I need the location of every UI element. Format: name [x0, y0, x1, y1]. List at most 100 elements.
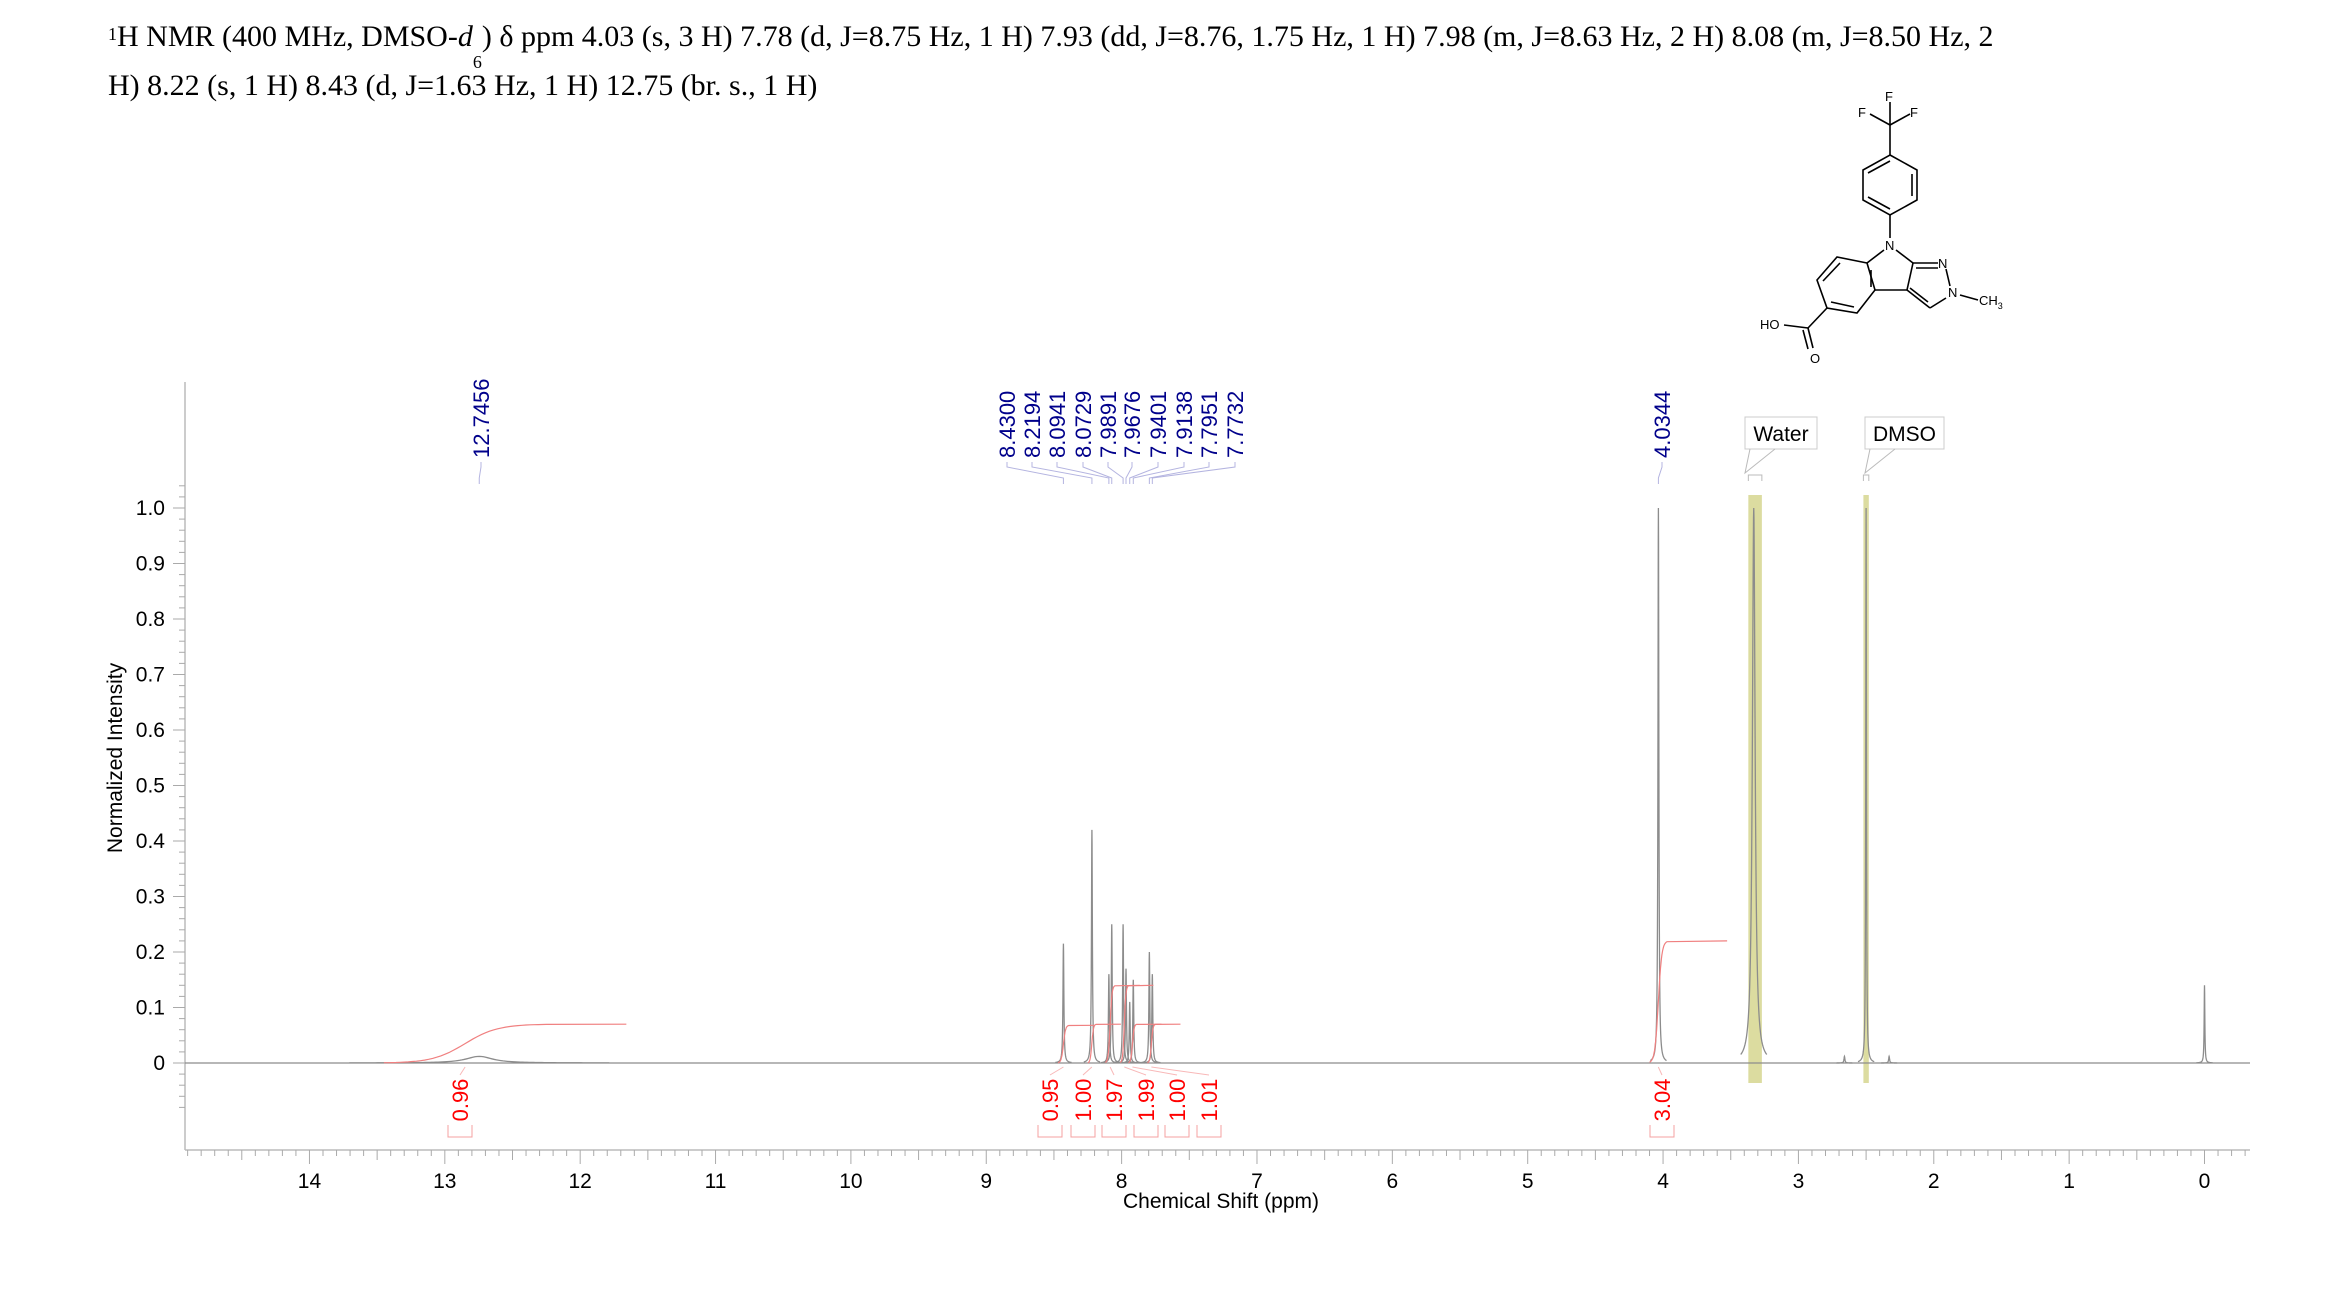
x-tick-label: 2 — [1928, 1170, 1940, 1193]
y-tick-label: 1.0 — [136, 497, 165, 520]
integral-value: 3.04 — [1650, 1079, 1675, 1122]
y-tick-label: 0.8 — [136, 608, 165, 631]
molecule-structure: F F F N N N CH3 HO O — [1760, 89, 2003, 366]
spectrum-peak — [1114, 924, 1132, 1064]
spectrum-peak — [1100, 974, 1118, 1064]
integral-bracket — [1070, 1125, 1096, 1138]
header-line-1: 1H NMR (400 MHz, DMSO-d6) δ ppm 4.03 (s,… — [108, 12, 2308, 72]
y-tick-label: 0.6 — [136, 719, 165, 742]
peak-label-leader — [1006, 462, 1064, 484]
integral-bracket — [1164, 1125, 1190, 1138]
peak-label: 7.9891 — [1096, 391, 1121, 458]
peak-label-leader — [1107, 462, 1124, 484]
integral-bracket — [1133, 1125, 1159, 1138]
spectrum-peak — [1857, 507, 1875, 1063]
spectrum-peak — [1740, 507, 1768, 1055]
peak-label: 7.9138 — [1172, 391, 1197, 458]
peak-label: 8.0941 — [1045, 391, 1070, 458]
integral-bracket — [1101, 1125, 1127, 1138]
atom-oh: HO — [1760, 317, 1780, 332]
spectrum-peak — [1141, 951, 1158, 1064]
x-tick-label: 8 — [1116, 1170, 1128, 1193]
peak-label-leader — [1148, 462, 1210, 484]
header-text-b: ) δ ppm 4.03 (s, 3 H) 7.78 (d, J=8.75 Hz… — [481, 20, 1994, 53]
peak-label-leader — [1031, 462, 1093, 484]
spectrum-peak — [1083, 829, 1101, 1063]
x-axis-label: Chemical Shift (ppm) — [1123, 1190, 1319, 1213]
peak-label: 7.7951 — [1197, 391, 1222, 458]
x-tick-label: 1 — [2063, 1170, 2075, 1193]
integral-curve — [1119, 984, 1154, 1063]
solvent-band-water — [1748, 495, 1762, 1083]
solvent-label-dmso: DMSO — [1873, 423, 1936, 446]
peak-label-leader — [1151, 462, 1236, 484]
integral-leader — [1151, 1066, 1210, 1076]
peak-label-leader — [1129, 462, 1159, 484]
spectrum-peak — [1125, 979, 1142, 1064]
x-tick-label: 7 — [1251, 1170, 1263, 1193]
atom-o: O — [1810, 351, 1820, 366]
peak-label: 7.9676 — [1120, 391, 1145, 458]
solvent-d: d — [457, 20, 473, 53]
integral-curve — [1058, 1024, 1094, 1064]
integral-value: 1.00 — [1165, 1079, 1190, 1122]
x-tick-label: 11 — [705, 1170, 727, 1193]
integral-leader — [1082, 1066, 1093, 1076]
y-tick-label: 0.2 — [136, 941, 165, 964]
y-tick-label: 0.1 — [136, 997, 165, 1020]
atom-n: N — [1938, 256, 1947, 271]
integral-curve — [1147, 1023, 1181, 1064]
solvent-label-box — [1864, 416, 1945, 450]
peak-label-leader — [1125, 462, 1133, 484]
x-tick-label: 0 — [2199, 1170, 2211, 1193]
integral-curve — [383, 1023, 627, 1064]
nmr-header: 1H NMR (400 MHz, DMSO-d6) δ ppm 4.03 (s,… — [108, 12, 2308, 108]
integral-value: 1.00 — [1071, 1079, 1096, 1122]
integral-leader — [1109, 1066, 1115, 1076]
solvent-label-water: Water — [1753, 423, 1808, 446]
spectrum-peak — [1117, 968, 1135, 1064]
integral-value: 0.95 — [1038, 1079, 1063, 1122]
atom-f: F — [1910, 105, 1918, 120]
peak-label-leader — [1082, 462, 1113, 484]
spectrum-peak — [1649, 507, 1667, 1062]
nucleus-superscript: 1 — [108, 24, 117, 44]
integral-leader — [1124, 1066, 1147, 1076]
integral-curve — [1104, 984, 1140, 1063]
peak-label: 12.7456 — [469, 378, 494, 458]
peak-label: 8.4300 — [995, 391, 1020, 458]
integral-value: 0.96 — [448, 1079, 473, 1122]
x-tick-label: 5 — [1522, 1170, 1534, 1193]
atom-f: F — [1858, 105, 1866, 120]
x-tick-label: 9 — [980, 1170, 992, 1193]
y-tick-label: 0.5 — [136, 775, 165, 798]
spectrum-peak — [2196, 985, 2213, 1064]
peak-label-leader — [1657, 462, 1663, 484]
integral-curve — [1087, 1023, 1121, 1064]
atom-n: N — [1948, 285, 1957, 300]
x-tick-label: 4 — [1657, 1170, 1669, 1193]
y-tick-label: 0.4 — [136, 830, 166, 853]
spectrum-peak — [1121, 1001, 1138, 1064]
atom-f: F — [1885, 89, 1893, 104]
x-tick-label: 14 — [298, 1170, 322, 1193]
integral-leader — [1049, 1066, 1064, 1076]
integral-bracket — [1196, 1125, 1222, 1138]
spectrum-peak — [1836, 1054, 1853, 1064]
solvent-label-leader — [1744, 448, 1776, 481]
y-tick-label: 0.7 — [136, 664, 165, 687]
peak-label-leader — [1056, 462, 1110, 484]
peak-label-leader — [478, 462, 482, 484]
header-text-a: H NMR (400 MHz, DMSO- — [117, 20, 458, 53]
peak-label-leader — [1132, 462, 1185, 484]
peak-label: 7.7732 — [1223, 391, 1248, 458]
integral-leader — [459, 1066, 466, 1076]
y-tick-label: 0.9 — [136, 553, 165, 576]
y-tick-label: 0.3 — [136, 886, 165, 909]
x-tick-label: 12 — [569, 1170, 592, 1193]
peak-label: 7.9401 — [1146, 391, 1171, 458]
x-tick-label: 3 — [1793, 1170, 1805, 1193]
integral-bracket — [447, 1125, 473, 1138]
solvent-label-box — [1744, 416, 1818, 450]
y-axis-label: Normalized Intensity — [104, 662, 127, 853]
